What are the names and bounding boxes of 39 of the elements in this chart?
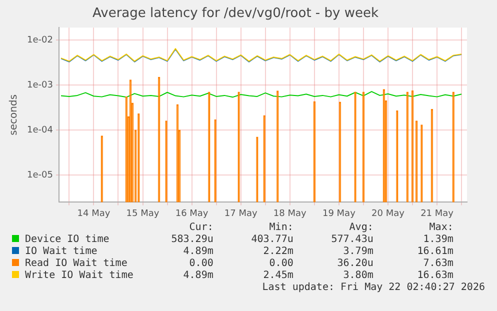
text: 3.80m xyxy=(342,270,374,282)
text: Max: xyxy=(428,222,454,234)
x-tick-label: 19 May xyxy=(322,208,356,219)
text: 2.22m xyxy=(262,246,294,258)
text: 16.61m xyxy=(416,246,454,258)
x-tick-label: 18 May xyxy=(273,208,308,219)
text: Last update: Fri May 22 02:40:27 2026 xyxy=(261,282,486,293)
x-tick-label: 21 May xyxy=(420,208,454,219)
x-tick-label: 15 May xyxy=(126,208,160,219)
x-tick-label: 17 May xyxy=(224,208,258,219)
text: Avg: xyxy=(348,222,374,234)
y-tick-label: 1e-05 xyxy=(26,170,53,180)
legend-label: Read IO Wait time xyxy=(24,258,128,270)
legend-label: Write IO Wait time xyxy=(24,270,134,282)
text: 16.63m xyxy=(416,270,454,282)
y-tick-label: 1e-02 xyxy=(26,35,53,46)
text: 0.00 xyxy=(188,258,214,270)
y-axis-title: seconds xyxy=(8,94,20,136)
text: Min: xyxy=(268,222,294,234)
text: 403.77u xyxy=(250,234,294,246)
text: 1.39m xyxy=(422,234,454,246)
x-tick-label: 20 May xyxy=(372,208,406,219)
text: 4.89m xyxy=(182,270,214,282)
text: 0.00 xyxy=(268,258,294,270)
text: 3.79m xyxy=(342,246,374,258)
text: 4.89m xyxy=(182,246,214,258)
text: 36.20u xyxy=(336,258,374,270)
x-tick-label: 16 May xyxy=(175,208,209,219)
text: 7.63m xyxy=(422,258,454,270)
legend-label: IO Wait time xyxy=(24,246,98,258)
chart-title: Average latency for /dev/vg0/root - by week xyxy=(92,6,379,22)
legend-label: Device IO time xyxy=(24,234,110,246)
text: 577.43u xyxy=(330,234,374,246)
text: 2.45m xyxy=(262,270,294,282)
x-tick-label: 14 May xyxy=(77,208,111,219)
text: 583.29u xyxy=(170,234,214,246)
y-tick-label: 1e-04 xyxy=(26,125,54,136)
y-tick-label: 1e-03 xyxy=(26,80,53,90)
text: Cur: xyxy=(188,222,214,234)
